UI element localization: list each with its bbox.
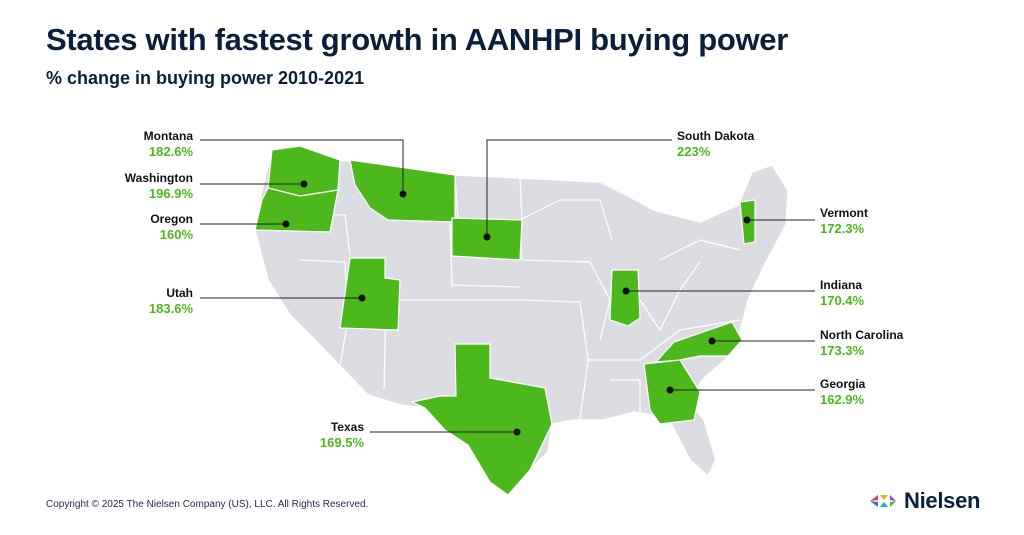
- nielsen-logo-icon: [870, 495, 896, 507]
- label-south-dakota: South Dakota 223%: [677, 128, 754, 160]
- state-value: 183.6%: [148, 301, 193, 316]
- label-montana: Montana 182.6%: [144, 128, 193, 160]
- label-indiana: Indiana 170.4%: [820, 277, 864, 309]
- state-shape-texas: [410, 343, 553, 496]
- state-value: 170.4%: [820, 293, 865, 308]
- state-value: 172.3%: [820, 221, 865, 236]
- state-name: Georgia: [820, 377, 866, 391]
- state-name: Texas: [330, 420, 364, 434]
- label-texas: Texas 169.5%: [320, 419, 364, 451]
- label-vermont: Vermont 172.3%: [820, 205, 868, 237]
- state-name: Vermont: [820, 206, 869, 220]
- label-washington: Washington 196.9%: [125, 170, 193, 202]
- label-georgia: Georgia 162.9%: [820, 376, 865, 408]
- state-value: 223%: [677, 144, 711, 159]
- label-oregon: Oregon 160%: [150, 211, 193, 243]
- label-utah: Utah 183.6%: [149, 285, 193, 317]
- state-name: Indiana: [820, 278, 863, 292]
- state-value: 162.9%: [820, 392, 865, 407]
- state-name: Utah: [166, 286, 193, 300]
- state-shape-utah: [339, 257, 401, 331]
- leader-lines: [200, 139, 815, 433]
- state-name: North Carolina: [820, 328, 904, 342]
- state-name: Montana: [143, 129, 193, 143]
- page-title: States with fastest growth in AANHPI buy…: [46, 22, 788, 57]
- state-shape-washington: [267, 145, 341, 197]
- state-name: Oregon: [150, 212, 193, 226]
- state-value: 196.9%: [148, 186, 193, 201]
- state-value: 182.6%: [148, 144, 193, 159]
- state-name: Washington: [124, 171, 193, 185]
- state-value: 173.3%: [820, 343, 865, 358]
- nielsen-logo: Nielsen: [868, 488, 980, 514]
- page-subtitle: % change in buying power 2010-2021: [46, 68, 365, 88]
- state-value: 160%: [159, 227, 193, 242]
- copyright-text: Copyright © 2025 The Nielsen Company (US…: [46, 499, 369, 510]
- label-north-carolina: North Carolina 173.3%: [820, 327, 903, 359]
- nielsen-logo-text: Nielsen: [904, 488, 981, 513]
- state-shape-indiana: [609, 269, 641, 327]
- state-name: South Dakota: [677, 129, 755, 143]
- state-shape-oregon: [254, 187, 339, 233]
- state-value: 169.5%: [319, 435, 364, 450]
- leader-dots: [282, 180, 751, 436]
